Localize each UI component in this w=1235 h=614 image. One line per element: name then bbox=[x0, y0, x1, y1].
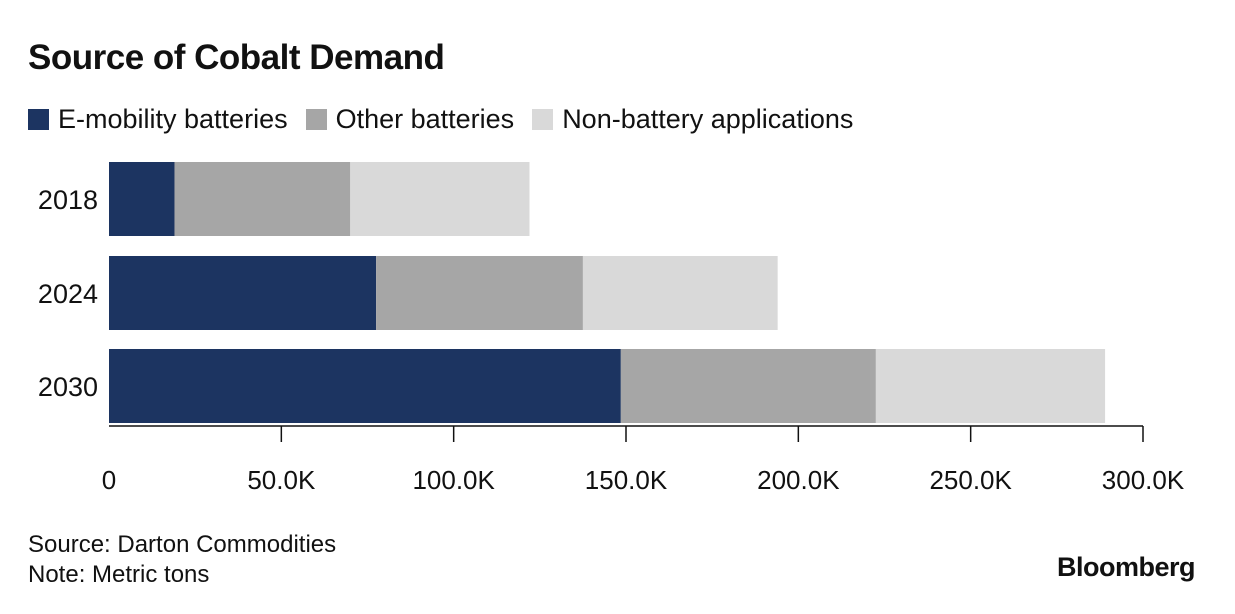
bar-2024-non-battery-applications bbox=[582, 256, 778, 330]
x-tick-label-1: 50.0K bbox=[247, 465, 316, 495]
bar-2024-e-mobility-batteries bbox=[109, 256, 377, 330]
bar-2030-other-batteries bbox=[620, 349, 876, 423]
legend-swatch-e-mobility bbox=[28, 109, 49, 130]
bar-2018-non-battery-applications bbox=[350, 162, 530, 236]
units-note: Note: Metric tons bbox=[28, 561, 210, 588]
chart-title: Source of Cobalt Demand bbox=[28, 38, 445, 77]
bloomberg-logo: Bloomberg bbox=[1056, 552, 1196, 582]
category-label-2024: 2024 bbox=[38, 279, 98, 309]
legend-label-non-battery: Non-battery applications bbox=[562, 104, 854, 134]
x-tick-label-3: 150.0K bbox=[585, 465, 668, 495]
x-tick-label-0: 0 bbox=[102, 465, 116, 495]
source-note: Source: Darton Commodities bbox=[28, 531, 337, 558]
legend-label-e-mobility: E-mobility batteries bbox=[58, 104, 288, 134]
x-tick-label-2: 100.0K bbox=[412, 465, 495, 495]
category-label-2030: 2030 bbox=[38, 372, 98, 402]
bar-2018-e-mobility-batteries bbox=[109, 162, 175, 236]
legend-swatch-other-batteries bbox=[305, 109, 327, 130]
legend-label-other-batteries: Other batteries bbox=[335, 104, 515, 134]
category-label-2018: 2018 bbox=[38, 185, 98, 215]
bar-2030-e-mobility-batteries bbox=[109, 349, 621, 423]
legend-item-non-battery: Non-battery applications bbox=[532, 104, 853, 135]
bar-2030-non-battery-applications bbox=[875, 349, 1106, 423]
legend-item-e-mobility: E-mobility batteries bbox=[28, 104, 288, 135]
x-tick-label-5: 250.0K bbox=[929, 465, 1012, 495]
legend-item-other-batteries: Other batteries bbox=[305, 104, 515, 135]
legend: E-mobility batteries Other batteries Non… bbox=[28, 104, 871, 135]
bar-2024-other-batteries bbox=[376, 256, 583, 330]
x-tick-label-4: 200.0K bbox=[757, 465, 840, 495]
footnotes: Source: Darton Commodities Note: Metric … bbox=[28, 530, 336, 590]
x-tick-label-6: 300.0K bbox=[1102, 465, 1185, 495]
legend-swatch-non-battery bbox=[532, 109, 554, 130]
bar-2018-other-batteries bbox=[174, 162, 351, 236]
